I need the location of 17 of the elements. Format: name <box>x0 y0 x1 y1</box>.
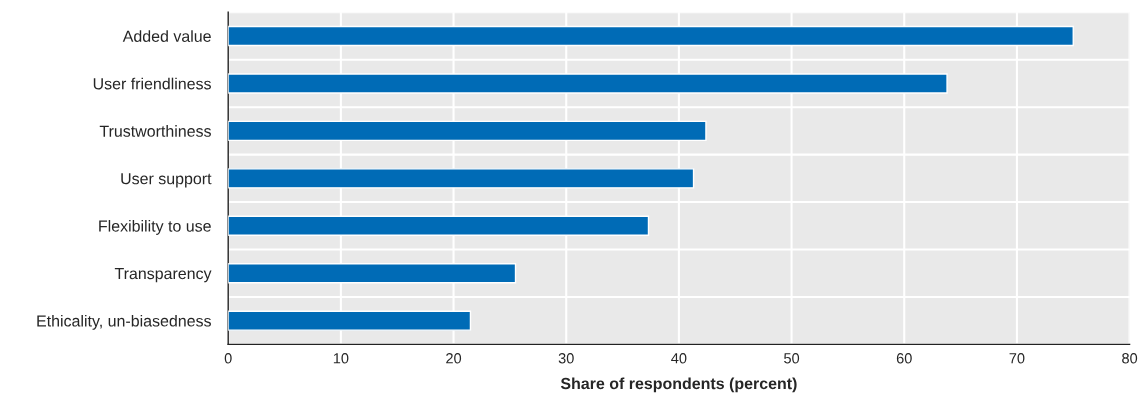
y-tick-label: Trustworthiness <box>99 125 211 137</box>
x-tick-label: 20 <box>446 353 462 364</box>
x-tick-label: 60 <box>896 353 912 364</box>
x-tick-label: 30 <box>558 353 574 364</box>
x-tick-label: 0 <box>224 353 232 364</box>
x-tick-label: 70 <box>1009 353 1025 364</box>
y-tick-label: Ethicality, un-biasedness <box>37 314 211 330</box>
x-tick-label: 50 <box>784 353 800 364</box>
y-tick-label: Transparency <box>114 268 212 283</box>
x-tick-label: 10 <box>333 353 349 364</box>
x-tick-label: 80 <box>1122 353 1138 364</box>
y-tick-label: User support <box>121 173 212 188</box>
y-tick-label: Added value <box>122 30 211 42</box>
x-axis-title: Share of respondents (percent) <box>560 377 797 393</box>
y-tick-label: Flexibility to use <box>99 220 211 235</box>
x-tick-label: 40 <box>671 353 687 364</box>
y-tick-label: User friendliness <box>93 77 211 90</box>
